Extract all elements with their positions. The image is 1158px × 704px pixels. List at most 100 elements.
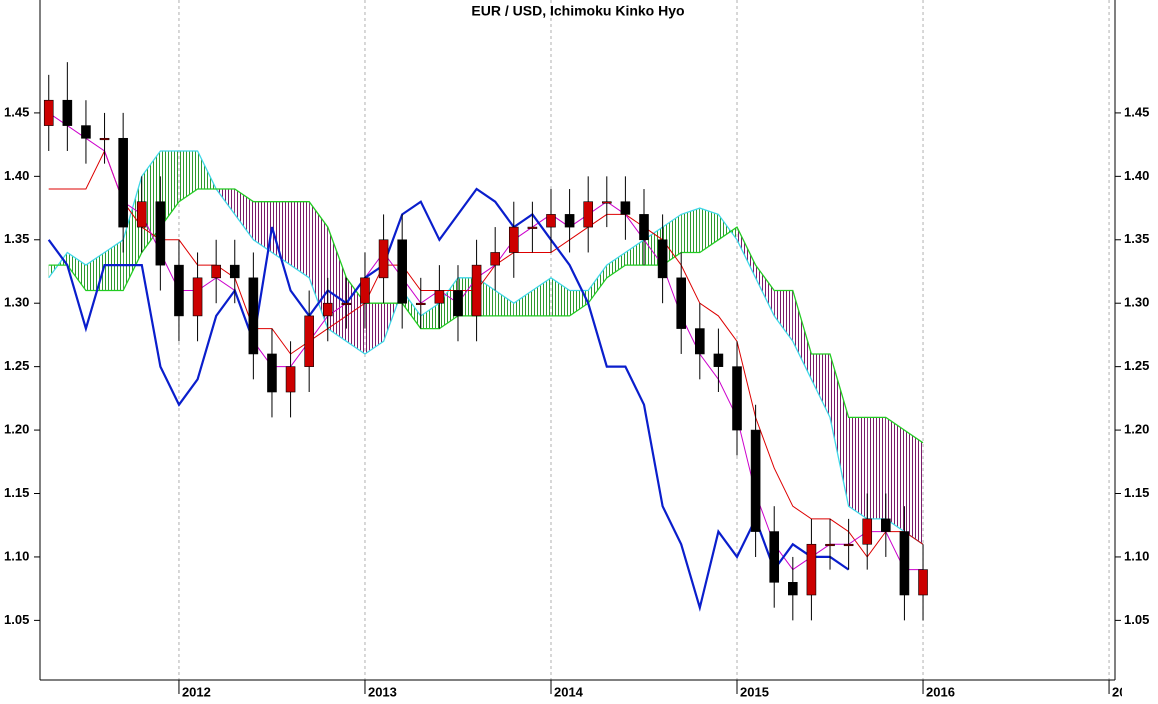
cloud-segment (513, 290, 533, 316)
candle-body (527, 226, 538, 229)
cloud-segment (290, 201, 310, 278)
y2-tick-label: 1.15 (1124, 485, 1149, 500)
candle-body (918, 569, 928, 596)
cloud-segment (885, 417, 905, 532)
candle-body (229, 264, 240, 279)
cloud-segment (178, 150, 198, 202)
y2-tick-label: 1.45 (1124, 104, 1149, 119)
candle-body (81, 125, 91, 139)
candle-body (639, 214, 649, 241)
y-tick-label: 1.45 (4, 104, 29, 119)
candle-body (136, 201, 147, 228)
y-tick-label: 1.05 (4, 612, 29, 627)
cloud-segment (737, 227, 756, 278)
candle-body (211, 264, 221, 279)
candle-body (267, 353, 277, 393)
cloud-segment (271, 201, 291, 266)
y-tick-label: 1.15 (4, 485, 29, 500)
y-tick-label: 1.35 (4, 231, 29, 246)
candle-body (657, 239, 668, 279)
candle-body (713, 353, 724, 367)
x-tick-label: 2014 (554, 684, 584, 699)
candle-body (620, 201, 631, 215)
cloud-segment (569, 290, 589, 316)
y2-tick-label: 1.40 (1124, 168, 1149, 183)
indicator-line (47, 187, 850, 612)
cloud-segment (495, 290, 514, 316)
candle-body (564, 214, 575, 228)
candle-body (899, 531, 910, 596)
candle-body (434, 290, 445, 304)
cloud-segment (774, 290, 793, 342)
candle-body (322, 302, 333, 317)
candle-body (881, 518, 891, 532)
y2-tick-label: 1.20 (1124, 422, 1149, 437)
plot-area (43, 62, 928, 621)
cloud-segment (364, 303, 384, 354)
candle-body (397, 239, 407, 304)
axes: 1.05 1.05 1.10 1.10 1.15 1.15 1.20 1.20 1.25 1.25… (4, 0, 1149, 694)
candle-body (583, 201, 593, 228)
candle-body (862, 518, 873, 545)
cloud-segment (867, 417, 886, 519)
cloud-segment (904, 430, 924, 545)
candle-body (788, 582, 798, 596)
candle-body (471, 264, 482, 317)
candle-body (378, 239, 389, 279)
candle-body (285, 366, 296, 393)
candle-body (453, 290, 463, 317)
y2-tick-label: 1.35 (1124, 231, 1149, 246)
candle-body (192, 277, 203, 317)
y-tick-label: 1.30 (4, 295, 29, 310)
cloud-segment (848, 417, 868, 519)
y2-tick-label: 1.10 (1124, 548, 1149, 563)
cloud-segment (811, 353, 831, 418)
x-tick-label: 2016 (926, 684, 955, 699)
candle-body (360, 277, 370, 304)
candle-body (732, 366, 742, 431)
candle-body (508, 226, 519, 253)
candle-body (304, 315, 314, 367)
candle-body (769, 531, 780, 583)
candle-body (248, 277, 259, 355)
x-tick-label: 2015 (740, 684, 769, 699)
cloud-segment (755, 265, 775, 316)
y2-tick-label: 1.25 (1124, 358, 1149, 373)
candle-body (62, 99, 73, 126)
cloud-segment (681, 208, 700, 253)
candle-body (415, 302, 426, 306)
x-tick-label: 2012 (182, 684, 211, 699)
candle-body (843, 543, 854, 547)
y-tick-label: 1.40 (4, 168, 29, 183)
candle-body (490, 252, 500, 266)
candle-body (676, 277, 687, 329)
candle-body (546, 214, 556, 228)
candle-body (118, 137, 128, 228)
senkou-span-a (48, 150, 924, 545)
cloud-segment (625, 239, 645, 266)
cloud-segment (532, 277, 551, 316)
candle-body (99, 137, 110, 141)
y-tick-label: 1.10 (4, 548, 29, 563)
y-tick-label: 1.25 (4, 358, 29, 373)
candle-body (174, 264, 184, 317)
candle-body (806, 543, 817, 596)
cloud-segment (234, 189, 254, 240)
x-tick-label: 2017 (1112, 684, 1141, 699)
senkou-span-b (48, 188, 924, 444)
cloud-segment (253, 201, 272, 253)
cloud-segment (830, 353, 849, 507)
cloud-segment (792, 290, 812, 380)
x-axis-labels: 2012 2013 2014 2015 2016 2017 (182, 684, 1141, 699)
y2-tick-label: 1.05 (1124, 612, 1149, 627)
x-tick-label: 2013 (368, 684, 397, 699)
candle-body (601, 201, 612, 204)
y2-tick-label: 1.30 (1124, 295, 1149, 310)
cloud-segment (699, 208, 719, 253)
candle-body (155, 201, 166, 266)
indicator-line (48, 149, 924, 558)
chart-title: EUR / USD, Ichimoku Kinko Hyo (471, 3, 684, 19)
y-tick-label: 1.20 (4, 422, 29, 437)
